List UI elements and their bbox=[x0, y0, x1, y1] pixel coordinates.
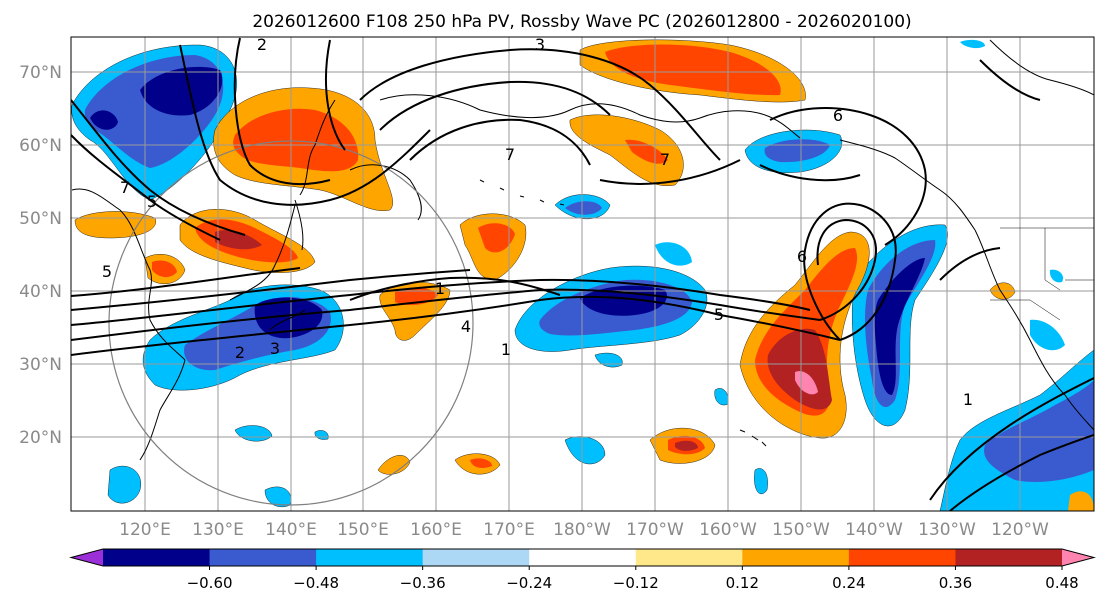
colorbar-segment bbox=[742, 549, 850, 566]
lon-label: 170°E bbox=[483, 520, 535, 540]
lat-label: 50°N bbox=[19, 209, 62, 229]
colorbar-segment bbox=[955, 549, 1063, 566]
colorbar-extend-min bbox=[71, 549, 103, 566]
colorbar: −0.60 −0.48 −0.36 −0.24 −0.12 0.12 0.24 0.36 0.4… bbox=[69, 548, 1096, 592]
figure-title: 2026012600 F108 250 hPa PV, Rossby Wave … bbox=[252, 12, 911, 32]
colorbar-segment bbox=[209, 549, 317, 566]
contour-label: 7 bbox=[660, 150, 670, 169]
lon-label: 140°E bbox=[265, 520, 317, 540]
contour-label: 4 bbox=[461, 317, 471, 336]
contour-label: 7 bbox=[505, 145, 515, 164]
coastlines bbox=[71, 39, 1094, 461]
pv-contours bbox=[71, 37, 1094, 511]
political-borders bbox=[990, 227, 1094, 321]
contour-label: 3 bbox=[535, 35, 545, 54]
contour-label: 2 bbox=[235, 343, 245, 362]
colorbar-tick-label: 0.48 bbox=[1045, 574, 1078, 592]
lon-label: 120°E bbox=[119, 520, 171, 540]
lon-label: 160°W bbox=[699, 520, 757, 540]
contour-label: 5 bbox=[714, 305, 724, 324]
lat-label: 30°N bbox=[19, 355, 62, 375]
colorbar-segment bbox=[316, 549, 424, 566]
lat-label: 60°N bbox=[19, 136, 62, 156]
contour-label: 6 bbox=[833, 106, 843, 125]
colorbar-tick-label: −0.12 bbox=[613, 574, 659, 592]
colorbar-outline bbox=[69, 548, 1096, 567]
lon-label: 170°W bbox=[626, 520, 684, 540]
lat-label: 40°N bbox=[19, 282, 62, 302]
colorbar-segment bbox=[529, 549, 637, 566]
colorbar-tick-label: −0.60 bbox=[187, 574, 233, 592]
colorbar-extend-max bbox=[1062, 549, 1094, 566]
colorbar-tick-label: −0.48 bbox=[293, 574, 339, 592]
contour-label: 7 bbox=[120, 178, 130, 197]
lon-label: 130°E bbox=[192, 520, 244, 540]
contour-label: 1 bbox=[435, 279, 445, 298]
colorbar-segment bbox=[103, 549, 211, 566]
contour-label: 1 bbox=[963, 390, 973, 409]
lon-label: 140°W bbox=[845, 520, 903, 540]
colorbar-segment bbox=[848, 549, 956, 566]
longitude-axis: 120°E 130°E 140°E 150°E 160°E 170°E 180°… bbox=[119, 520, 1049, 540]
contour-label: 1 bbox=[501, 340, 511, 359]
lon-label: 150°E bbox=[337, 520, 389, 540]
lat-label: 20°N bbox=[19, 428, 62, 448]
colorbar-segment bbox=[422, 549, 530, 566]
lon-label: 180°W bbox=[553, 520, 611, 540]
colorbar-tick-label: 0.24 bbox=[832, 574, 865, 592]
contour-label: 5 bbox=[102, 262, 112, 281]
colorbar-tick-label: −0.24 bbox=[506, 574, 552, 592]
contour-labels: 3 2 7 5 5 6 6 7 7 4 3 2 1 1 1 5 bbox=[102, 35, 973, 409]
contour-label: 6 bbox=[797, 247, 807, 266]
contour-label: 3 bbox=[270, 339, 280, 358]
colorbar-tick-label: 0.36 bbox=[939, 574, 972, 592]
colorbar-tick-label: −0.36 bbox=[400, 574, 446, 592]
contour-label: 5 bbox=[147, 192, 157, 211]
reference-circle bbox=[108, 140, 474, 506]
colorbar-tick-label: 0.12 bbox=[726, 574, 759, 592]
latitude-axis: 70°N 60°N 50°N 40°N 30°N 20°N bbox=[19, 63, 62, 448]
lon-label: 160°E bbox=[410, 520, 462, 540]
contour-label: 2 bbox=[257, 35, 267, 54]
lat-label: 70°N bbox=[19, 63, 62, 83]
lon-label: 120°W bbox=[991, 520, 1049, 540]
map-content: 3 2 7 5 5 6 6 7 7 4 3 2 1 1 1 5 bbox=[71, 35, 1094, 511]
map-frame bbox=[70, 36, 1095, 512]
lon-label: 130°W bbox=[918, 520, 976, 540]
colorbar-segment bbox=[635, 549, 743, 566]
lon-label: 150°W bbox=[772, 520, 830, 540]
